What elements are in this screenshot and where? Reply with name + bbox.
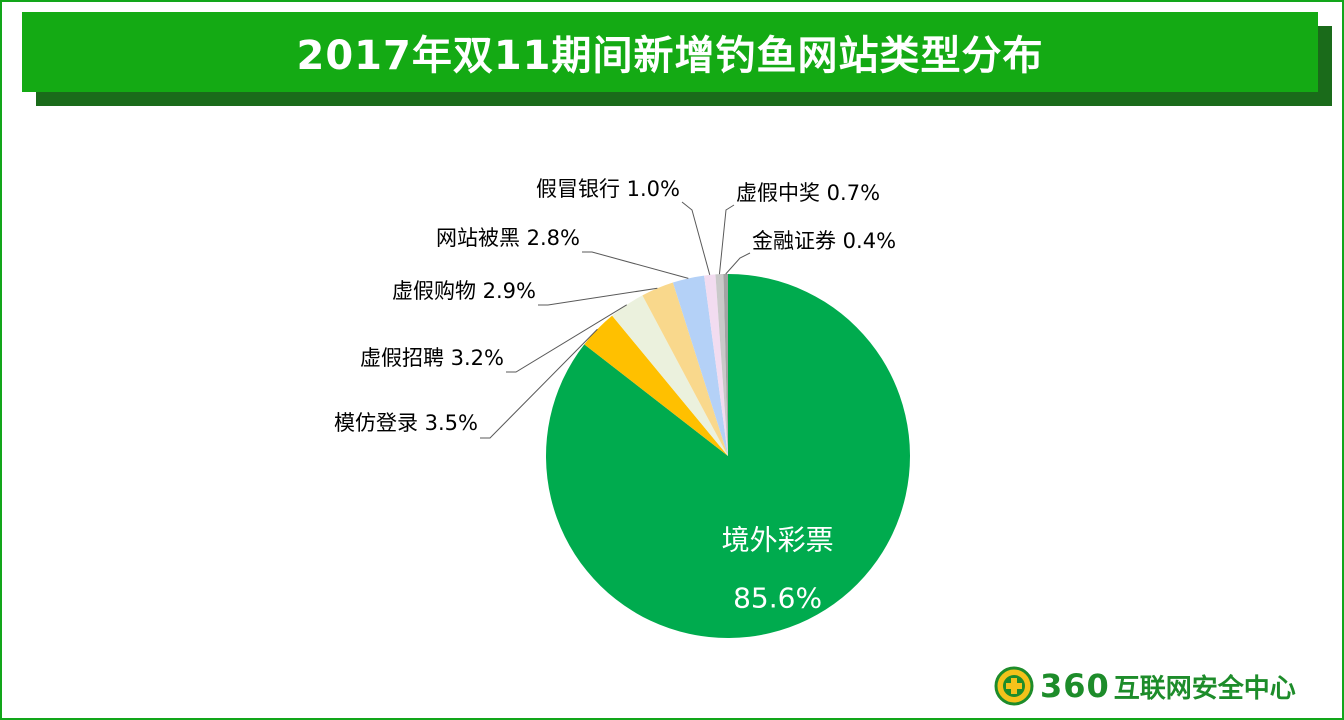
leader-line: [582, 251, 689, 279]
slice-label: 网站被黑 2.8%: [436, 226, 580, 250]
slice-label: 金融证券 0.4%: [752, 229, 896, 253]
pie-slice-5: [672, 275, 728, 456]
chart-title: 2017年双11期间新增钓鱼网站类型分布: [296, 33, 1044, 79]
leader-line: [681, 201, 711, 276]
shield-logo-icon: [994, 666, 1034, 706]
pie-slice-1: [546, 274, 910, 639]
pie-slice-4: [642, 282, 728, 456]
slice-label-value: 85.6%: [733, 581, 822, 614]
slice-label: 虚假中奖 0.7%: [736, 181, 880, 205]
slice-label: 假冒银行 1.0%: [536, 177, 680, 201]
pie-slice-3: [612, 295, 728, 456]
leader-line: [718, 204, 735, 275]
pie-slice-6: [704, 274, 728, 456]
leader-line: [506, 304, 627, 373]
leader-line: [725, 252, 751, 275]
logo-text: 互联网安全中心: [1113, 673, 1296, 704]
leader-line: [480, 328, 598, 439]
title-bar: 2017年双11期间新增钓鱼网站类型分布: [22, 12, 1318, 92]
logo-360: 360 互联网安全中心: [994, 666, 1296, 706]
leader-line: [538, 287, 658, 306]
pie-slice-7: [715, 274, 728, 456]
slice-label: 虚假购物 2.9%: [392, 279, 536, 303]
slice-label: 虚假招聘 3.2%: [360, 346, 504, 370]
slice-label: 模仿登录 3.5%: [334, 411, 478, 435]
slice-label-name: 境外彩票: [722, 523, 834, 556]
pie-slice-8: [723, 274, 728, 456]
logo-number: 360: [1040, 667, 1110, 705]
pie-slice-2: [584, 315, 728, 456]
